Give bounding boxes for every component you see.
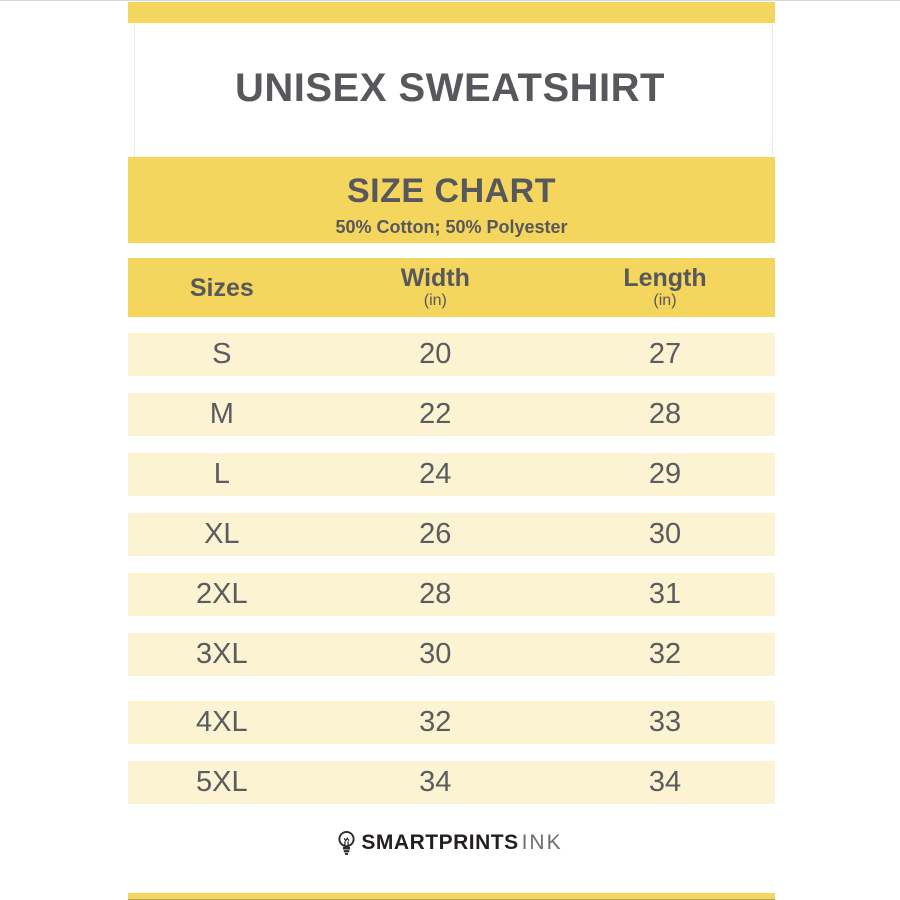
column-unit: (in) [653, 291, 677, 309]
column-header-width: Width (in) [316, 265, 555, 311]
size-cell: L [213, 458, 230, 490]
size-chart-banner: SIZE CHART 50% Cotton; 50% Polyester [128, 157, 775, 243]
length-cell: 29 [648, 458, 682, 490]
length-cell: 33 [648, 706, 682, 738]
table-row-3xl: 3XL 30 32 [128, 633, 775, 676]
table-header-row: Sizes Width (in) Length (in) [128, 258, 775, 317]
length-cell: 27 [648, 338, 682, 370]
table-row-xl: XL 26 30 [128, 513, 775, 556]
size-cell: XL [204, 518, 240, 550]
width-cell: 34 [419, 766, 452, 798]
column-label: Length [623, 263, 707, 292]
size-chart-title: SIZE CHART [347, 172, 556, 210]
table-row-5xl: 5XL 34 34 [128, 761, 775, 804]
column-label: Width [400, 263, 470, 292]
length-cell: 31 [648, 578, 682, 610]
table-row-2xl: 2XL 28 31 [128, 573, 775, 616]
length-cell: 32 [648, 638, 682, 670]
width-cell: 30 [419, 638, 452, 670]
size-cell: S [212, 338, 232, 370]
column-unit: (in) [423, 291, 447, 309]
table-row-m: M 22 28 [128, 393, 775, 436]
column-label: Sizes [189, 273, 254, 302]
brand-footer: SMARTPRINTS INK [0, 829, 900, 857]
size-chart-subtitle: 50% Cotton; 50% Polyester [335, 217, 568, 237]
product-title: UNISEX SWEATSHIRT [234, 66, 665, 110]
page-top-border [0, 0, 900, 1]
length-cell: 34 [648, 766, 682, 798]
width-cell: 28 [419, 578, 452, 610]
length-cell: 30 [648, 518, 682, 550]
brand-name-primary: SMARTPRINTS [361, 831, 519, 854]
brand-name-secondary: INK [521, 831, 563, 854]
table-row-l: L 24 29 [128, 453, 775, 496]
width-cell: 32 [419, 706, 452, 738]
size-cell: M [209, 398, 234, 430]
length-cell: 28 [648, 398, 682, 430]
table-row-4xl: 4XL 32 33 [128, 701, 775, 744]
column-header-length: Length (in) [555, 265, 775, 311]
size-table-body: S 20 27 M 22 28 L 24 29 XL 26 30 2XL 28 … [128, 333, 775, 804]
size-cell: 3XL [196, 638, 248, 670]
size-cell: 5XL [196, 766, 248, 798]
width-cell: 22 [419, 398, 452, 430]
lightbulb-icon [337, 830, 356, 856]
width-cell: 20 [419, 338, 452, 370]
bottom-accent-bar [128, 893, 775, 900]
card-right-edge [772, 0, 773, 158]
top-accent-bar [128, 2, 775, 23]
table-row-s: S 20 27 [128, 333, 775, 376]
size-cell: 4XL [196, 706, 248, 738]
width-cell: 24 [419, 458, 452, 490]
size-cell: 2XL [196, 578, 248, 610]
width-cell: 26 [419, 518, 452, 550]
column-header-sizes: Sizes [128, 275, 316, 301]
card-left-edge [134, 0, 135, 158]
